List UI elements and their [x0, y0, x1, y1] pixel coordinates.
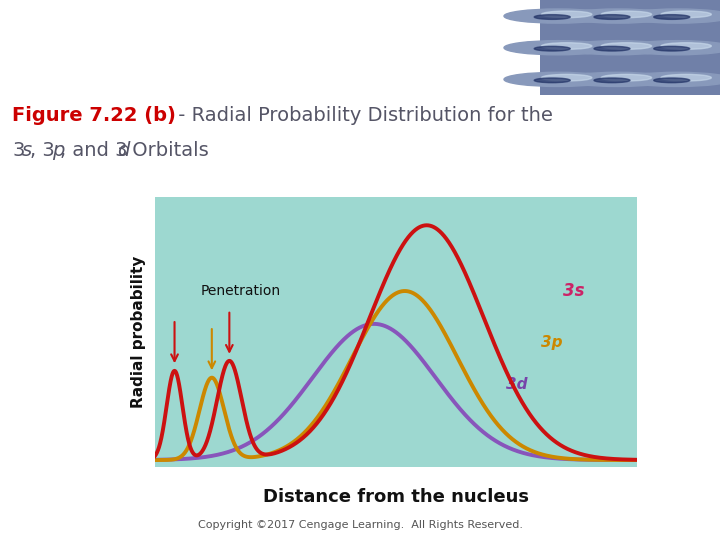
Circle shape	[541, 75, 592, 81]
Circle shape	[594, 15, 630, 19]
Circle shape	[541, 11, 592, 18]
Circle shape	[654, 46, 690, 51]
Text: 3s: 3s	[562, 282, 584, 300]
Circle shape	[661, 11, 711, 18]
Circle shape	[564, 9, 672, 23]
Circle shape	[534, 15, 570, 19]
Text: , 3: , 3	[30, 141, 55, 160]
Circle shape	[594, 46, 630, 51]
Text: s: s	[22, 141, 32, 160]
Text: Distance from the nucleus: Distance from the nucleus	[263, 488, 529, 506]
Text: Copyright ©2017 Cengage Learning.  All Rights Reserved.: Copyright ©2017 Cengage Learning. All Ri…	[197, 520, 523, 530]
Text: Orbitals: Orbitals	[126, 141, 209, 160]
Circle shape	[601, 11, 652, 18]
Circle shape	[601, 75, 652, 81]
Text: , and 3: , and 3	[60, 141, 127, 160]
Text: 3d: 3d	[505, 377, 527, 393]
Text: 3: 3	[12, 141, 24, 160]
Text: Polyelectronic Atoms: Polyelectronic Atoms	[11, 55, 186, 73]
Circle shape	[624, 40, 720, 55]
Circle shape	[564, 40, 672, 55]
Y-axis label: Radial probability: Radial probability	[132, 256, 146, 408]
Text: Section 7.9: Section 7.9	[11, 17, 125, 35]
Circle shape	[504, 72, 612, 86]
Text: Figure 7.22 (b): Figure 7.22 (b)	[12, 106, 176, 125]
Circle shape	[594, 78, 630, 83]
Circle shape	[564, 72, 672, 86]
Bar	[540, 0, 720, 94]
Circle shape	[661, 43, 711, 49]
Circle shape	[601, 43, 652, 49]
Text: d: d	[117, 141, 130, 160]
Text: Penetration: Penetration	[201, 284, 281, 298]
Text: - Radial Probability Distribution for the: - Radial Probability Distribution for th…	[172, 106, 553, 125]
Circle shape	[534, 78, 570, 83]
Circle shape	[504, 40, 612, 55]
Circle shape	[624, 72, 720, 86]
Circle shape	[534, 46, 570, 51]
Text: p: p	[52, 141, 64, 160]
Circle shape	[624, 9, 720, 23]
Circle shape	[504, 9, 612, 23]
Circle shape	[661, 75, 711, 81]
Text: 3p: 3p	[541, 335, 562, 350]
Circle shape	[541, 43, 592, 49]
Circle shape	[654, 78, 690, 83]
Circle shape	[654, 15, 690, 19]
